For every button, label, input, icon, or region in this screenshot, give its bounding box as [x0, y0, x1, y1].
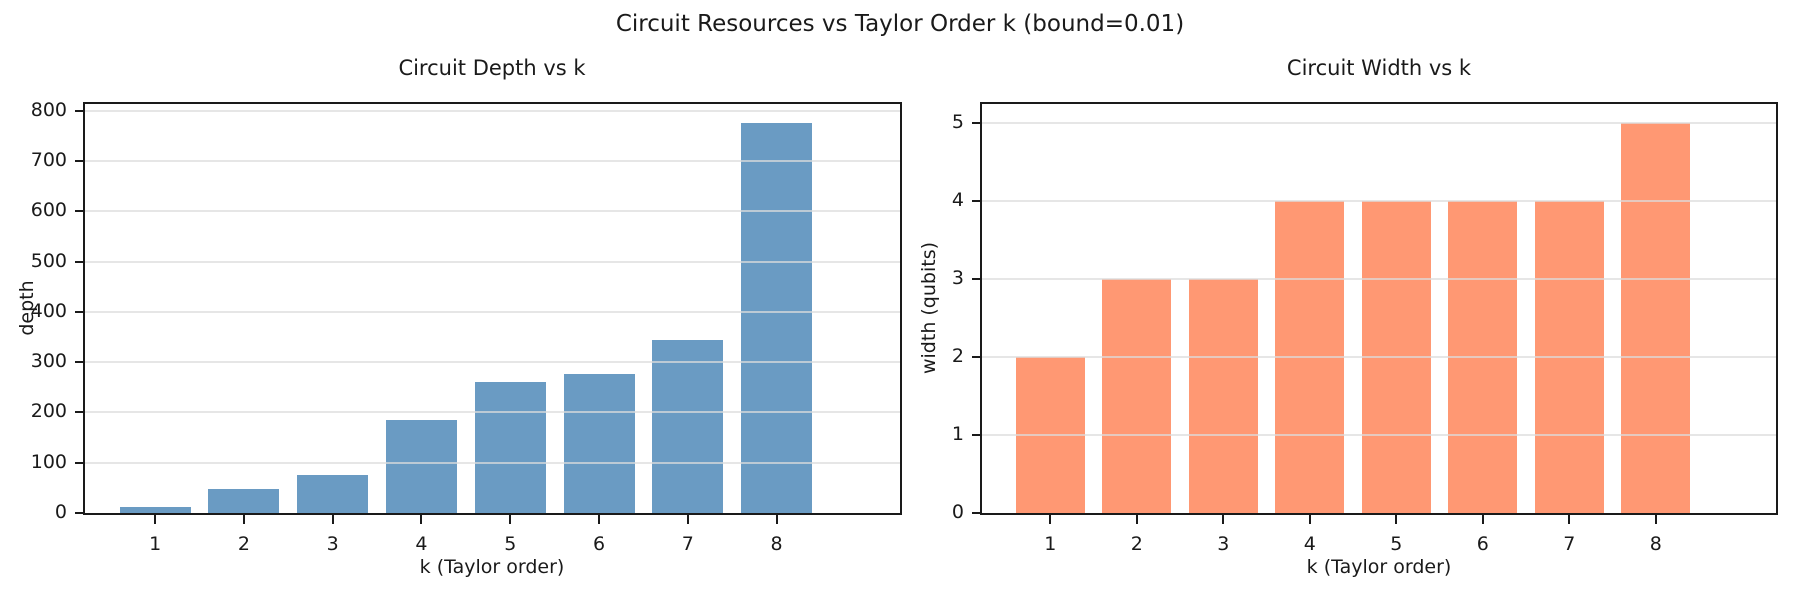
grid-line-y100	[85, 461, 900, 464]
depth-chart-title: Circuit Depth vs k	[398, 56, 586, 80]
x-tick-label: 6	[1476, 533, 1489, 555]
x-tick-label: 5	[504, 533, 517, 555]
grid-line-y4	[982, 200, 1776, 203]
bar-k5	[474, 382, 546, 513]
x-tick-mark	[331, 515, 334, 524]
grid-line-y2	[982, 356, 1776, 359]
y-tick-label: 1	[951, 423, 964, 446]
y-tick-label: 700	[30, 149, 67, 172]
y-tick-mark	[75, 210, 83, 213]
y-tick-mark	[972, 122, 980, 125]
y-tick-mark	[75, 411, 83, 414]
x-tick-label: 8	[1649, 533, 1662, 555]
bar-k1	[119, 507, 191, 513]
grid-line-y800	[85, 109, 900, 112]
x-tick-mark	[420, 515, 423, 524]
y-tick-mark	[75, 461, 83, 464]
x-tick-label: 7	[1563, 533, 1576, 555]
width-x-axis-label: k (Taylor order)	[1306, 556, 1452, 578]
y-tick-mark	[972, 434, 980, 437]
bar-k3	[1188, 279, 1258, 513]
y-tick-label: 3	[951, 267, 964, 290]
bar-k8	[1621, 123, 1691, 513]
x-tick-label: 4	[1303, 533, 1316, 555]
x-tick-mark	[775, 515, 778, 524]
depth-axes-area: 0 100 200 300 400 500 600 700 800 1 2 3 4 5 6 7 8	[31, 100, 900, 554]
y-tick-label: 600	[30, 199, 67, 222]
figure-suptitle: Circuit Resources vs Taylor Order k (bou…	[615, 11, 1185, 37]
x-tick-mark	[1135, 515, 1138, 524]
x-tick-label: 8	[770, 533, 783, 555]
x-tick-label: 5	[1390, 533, 1403, 555]
bar-k2	[208, 489, 280, 513]
y-tick-label: 200	[30, 400, 67, 423]
y-tick-label: 400	[30, 299, 67, 322]
grid-line-y600	[85, 210, 900, 213]
x-tick-mark	[154, 515, 157, 524]
bar-k2	[1102, 279, 1172, 513]
y-tick-label: 500	[30, 249, 67, 272]
x-tick-mark	[1049, 515, 1052, 524]
x-tick-label: 2	[237, 533, 250, 555]
x-tick-label: 2	[1130, 533, 1143, 555]
y-tick-mark	[75, 109, 83, 112]
y-tick-label: 800	[30, 98, 67, 121]
x-tick-mark	[1395, 515, 1398, 524]
width-axes-area: 0 1 2 3 4 5 1 2 3 4 5 6 7 8	[952, 104, 1776, 554]
y-tick-mark	[972, 278, 980, 281]
x-tick-mark	[686, 515, 689, 524]
x-tick-mark	[1308, 515, 1311, 524]
x-tick-label: 3	[326, 533, 339, 555]
grid-line-y500	[85, 260, 900, 263]
y-tick-mark	[75, 310, 83, 313]
x-tick-mark	[1481, 515, 1484, 524]
x-tick-mark	[1222, 515, 1225, 524]
grid-line-y400	[85, 310, 900, 313]
y-tick-mark	[75, 260, 83, 263]
y-tick-mark	[972, 200, 980, 203]
y-tick-mark	[972, 356, 980, 359]
y-tick-label: 0	[951, 501, 964, 523]
y-tick-mark	[75, 512, 83, 514]
grid-line-y3	[982, 278, 1776, 281]
y-tick-label: 0	[54, 501, 67, 523]
x-tick-label: 3	[1217, 533, 1230, 555]
grid-line-y1	[982, 434, 1776, 437]
x-tick-label: 4	[415, 533, 428, 555]
y-tick-mark	[75, 160, 83, 163]
y-tick-label: 100	[30, 450, 67, 473]
x-tick-mark	[598, 515, 601, 524]
grid-line-y200	[85, 411, 900, 414]
x-tick-label: 6	[592, 533, 606, 555]
bar-k8	[741, 123, 813, 513]
x-tick-mark	[1654, 515, 1657, 524]
bar-k7	[652, 339, 724, 513]
bar-k3	[297, 474, 369, 513]
bar-k6	[563, 374, 635, 513]
grid-line-y700	[85, 160, 900, 163]
y-tick-label: 5	[951, 111, 964, 134]
y-tick-label: 4	[951, 189, 964, 212]
x-tick-mark	[509, 515, 512, 524]
x-tick-label: 1	[1044, 533, 1057, 555]
x-tick-label: 1	[149, 533, 162, 555]
y-tick-label: 300	[30, 350, 67, 373]
y-tick-mark	[75, 361, 83, 364]
x-tick-mark	[242, 515, 245, 524]
x-tick-mark	[1568, 515, 1571, 524]
y-tick-label: 2	[951, 345, 964, 368]
grid-line-y300	[85, 361, 900, 364]
depth-x-axis-label: k (Taylor order)	[419, 556, 565, 578]
width-chart-title: Circuit Width vs k	[1286, 56, 1472, 80]
y-tick-mark	[972, 512, 980, 514]
grid-line-y5	[982, 122, 1776, 125]
bar-k4	[385, 420, 457, 513]
x-tick-label: 7	[681, 533, 694, 555]
